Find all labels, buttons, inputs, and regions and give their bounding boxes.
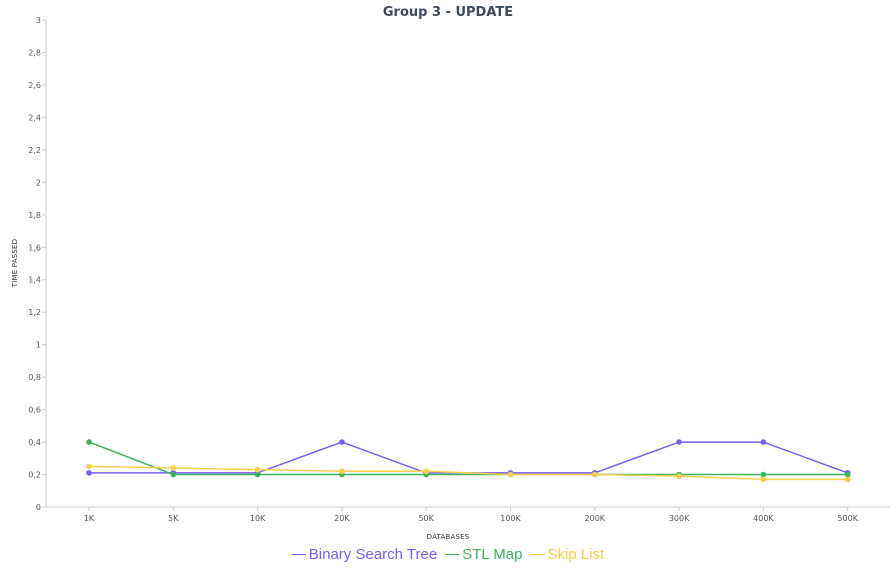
data-point[interactable] — [592, 471, 598, 478]
legend-swatch — [530, 553, 545, 555]
x-tick-label: 50K — [418, 514, 434, 523]
legend-label: STL Map — [462, 546, 523, 563]
y-tick-label: 0,6 — [28, 406, 41, 415]
legend-item[interactable]: Binary Search Tree — [291, 546, 438, 563]
x-tick-label: 20K — [334, 514, 350, 523]
y-tick-label: 1,6 — [28, 243, 41, 252]
legend-label: Skip List — [547, 546, 605, 563]
y-axis-label: TIME PASSED — [11, 239, 19, 289]
y-tick-label: 2,4 — [28, 113, 41, 122]
data-point[interactable] — [339, 439, 345, 445]
y-tick-label: 0 — [36, 503, 41, 512]
data-point[interactable] — [676, 473, 682, 479]
x-tick-label: 5K — [168, 514, 179, 523]
x-tick-label: 1K — [84, 514, 95, 523]
chart-title: Group 3 - UPDATE — [383, 5, 513, 20]
data-point[interactable] — [844, 471, 851, 478]
x-tick-label: 10K — [250, 514, 266, 523]
y-tick-label: 1,2 — [28, 308, 41, 317]
data-point[interactable] — [86, 463, 92, 470]
x-tick-label: 200K — [585, 514, 606, 523]
y-tick-label: 2,2 — [28, 146, 41, 155]
data-point[interactable] — [760, 439, 767, 445]
y-axis-ticks: 0 0,2 0,4 0,6 0,8 1 1,2 1,4 1,6 1,8 2 2,2 2,4 2,6 2,8 3 — [28, 16, 46, 512]
legend-item[interactable]: STL Map — [445, 546, 523, 563]
y-tick-label: 1 — [36, 341, 41, 350]
y-tick-label: 1,8 — [28, 211, 41, 220]
series-group — [86, 439, 851, 483]
legend: Binary Search Tree STL Map Skip List — [0, 546, 896, 563]
data-point[interactable] — [676, 439, 682, 445]
legend-swatch — [445, 553, 460, 555]
data-point[interactable] — [760, 476, 767, 483]
data-point[interactable] — [844, 476, 851, 483]
series-line-2 — [88, 465, 848, 481]
data-point[interactable] — [254, 466, 261, 473]
legend-swatch — [291, 553, 306, 555]
y-tick-label: 2 — [36, 178, 41, 187]
x-axis-label: DATABASES — [427, 533, 470, 541]
x-tick-label: 300K — [669, 514, 690, 523]
y-tick-label: 3 — [36, 16, 41, 25]
legend-label: Binary Search Tree — [308, 546, 438, 563]
data-point[interactable] — [423, 468, 430, 475]
data-point[interactable] — [760, 471, 767, 478]
data-point[interactable] — [170, 465, 177, 471]
y-tick-label: 0,8 — [28, 373, 41, 382]
y-tick-label: 1,4 — [28, 276, 41, 285]
data-point[interactable] — [507, 471, 514, 478]
y-tick-label: 2,8 — [28, 48, 41, 57]
x-tick-label: 400K — [753, 514, 774, 523]
y-tick-label: 0,4 — [28, 438, 41, 447]
y-tick-label: 2,6 — [28, 81, 41, 90]
data-point[interactable] — [86, 470, 92, 476]
data-point[interactable] — [170, 471, 177, 478]
legend-item[interactable]: Skip List — [530, 546, 605, 563]
data-point[interactable] — [254, 471, 261, 478]
data-point[interactable] — [339, 468, 345, 475]
x-tick-label: 100K — [500, 514, 521, 523]
data-point[interactable] — [86, 439, 92, 445]
series-line-1 — [88, 441, 848, 476]
x-axis-ticks: 1K 5K 10K 20K 50K 100K 200K 300K 400K 500K — [84, 507, 859, 523]
x-tick-label: 500K — [837, 514, 858, 523]
y-tick-label: 0,2 — [28, 471, 41, 480]
